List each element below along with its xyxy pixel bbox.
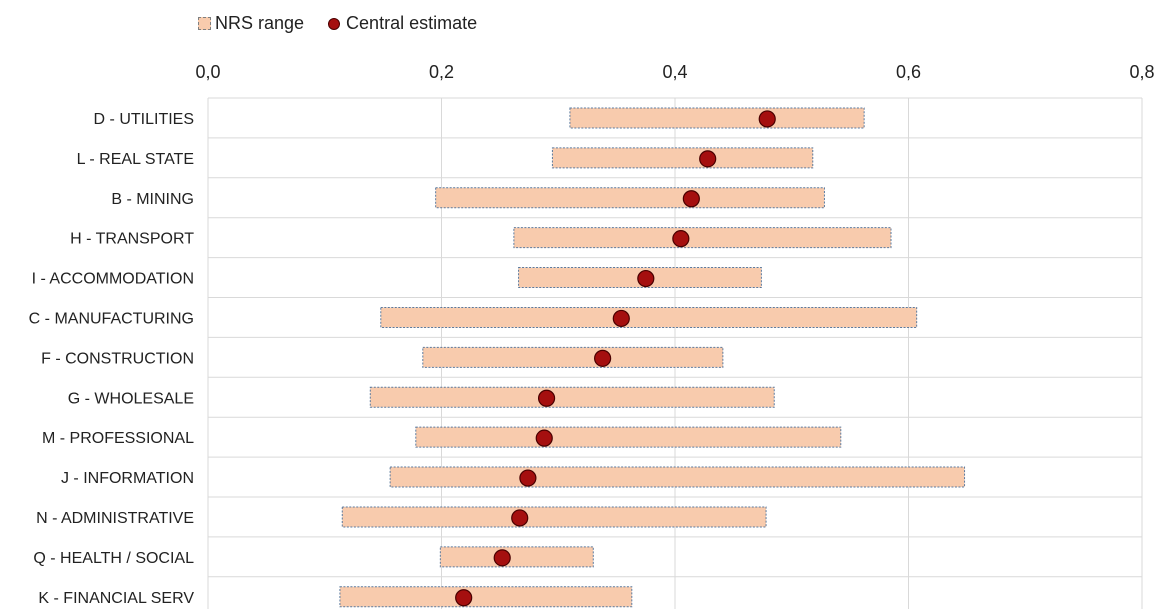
central-dot bbox=[612, 309, 630, 328]
range-bar bbox=[435, 187, 825, 209]
category-label: I - ACCOMMODATION bbox=[32, 271, 194, 288]
central-dot bbox=[682, 190, 700, 208]
central-dots bbox=[455, 110, 776, 607]
category-label: B - MINING bbox=[111, 191, 194, 208]
central-dot bbox=[758, 110, 776, 128]
gridlines bbox=[207, 97, 1143, 609]
central-dot bbox=[699, 150, 717, 168]
category-label: D - UTILITIES bbox=[94, 111, 194, 128]
range-bar bbox=[389, 466, 966, 488]
central-dot bbox=[455, 589, 473, 607]
central-dot bbox=[511, 509, 529, 527]
category-label: K - FINANCIAL SERV bbox=[38, 590, 194, 607]
x-tick-label: 0,0 bbox=[195, 62, 220, 82]
category-label: F - CONSTRUCTION bbox=[41, 350, 194, 367]
central-dot bbox=[537, 389, 556, 407]
central-dot bbox=[519, 469, 537, 487]
legend: NRS range Central estimate bbox=[198, 13, 501, 34]
legend-item-central: Central estimate bbox=[328, 13, 477, 34]
legend-label-central: Central estimate bbox=[346, 13, 478, 33]
dot-swatch-icon bbox=[328, 17, 341, 30]
central-dot bbox=[535, 429, 553, 447]
range-bar bbox=[439, 546, 594, 568]
range-swatch-icon bbox=[198, 17, 211, 30]
range-bar bbox=[380, 306, 918, 328]
range-bar bbox=[415, 426, 842, 448]
x-tick-label: 0,6 bbox=[896, 62, 921, 82]
range-bar bbox=[551, 147, 814, 169]
category-label: N - ADMINISTRATIVE bbox=[36, 510, 194, 527]
category-label: G - WHOLESALE bbox=[68, 390, 194, 407]
central-dot bbox=[493, 549, 511, 567]
central-dot bbox=[637, 269, 655, 288]
range-bar bbox=[513, 227, 892, 249]
category-label: M - PROFESSIONAL bbox=[42, 430, 194, 447]
x-tick-label: 0,2 bbox=[429, 62, 454, 82]
central-dot bbox=[672, 230, 690, 248]
x-tick-label: 0,8 bbox=[1129, 62, 1154, 82]
category-label: L - REAL STATE bbox=[77, 151, 194, 168]
range-bar bbox=[341, 506, 767, 528]
range-bar bbox=[422, 346, 724, 368]
range-bar bbox=[339, 586, 633, 608]
category-label: J - INFORMATION bbox=[61, 470, 194, 487]
category-label: C - MANUFACTURING bbox=[29, 310, 194, 327]
range-bar bbox=[369, 386, 775, 408]
legend-item-range: NRS range bbox=[198, 13, 304, 34]
category-label: H - TRANSPORT bbox=[70, 231, 194, 248]
legend-label-range: NRS range bbox=[215, 13, 305, 33]
central-dot bbox=[594, 349, 612, 367]
x-tick-labels: 0,0 0,2 0,4 0,6 0,8 bbox=[195, 62, 1154, 82]
category-label: Q - HEALTH / SOCIAL bbox=[33, 550, 194, 567]
category-labels: D - UTILITIES L - REAL STATE B - MINING H -… bbox=[29, 111, 195, 607]
x-tick-label: 0,4 bbox=[662, 62, 687, 82]
range-bars bbox=[339, 107, 966, 608]
range-bar bbox=[569, 107, 865, 129]
